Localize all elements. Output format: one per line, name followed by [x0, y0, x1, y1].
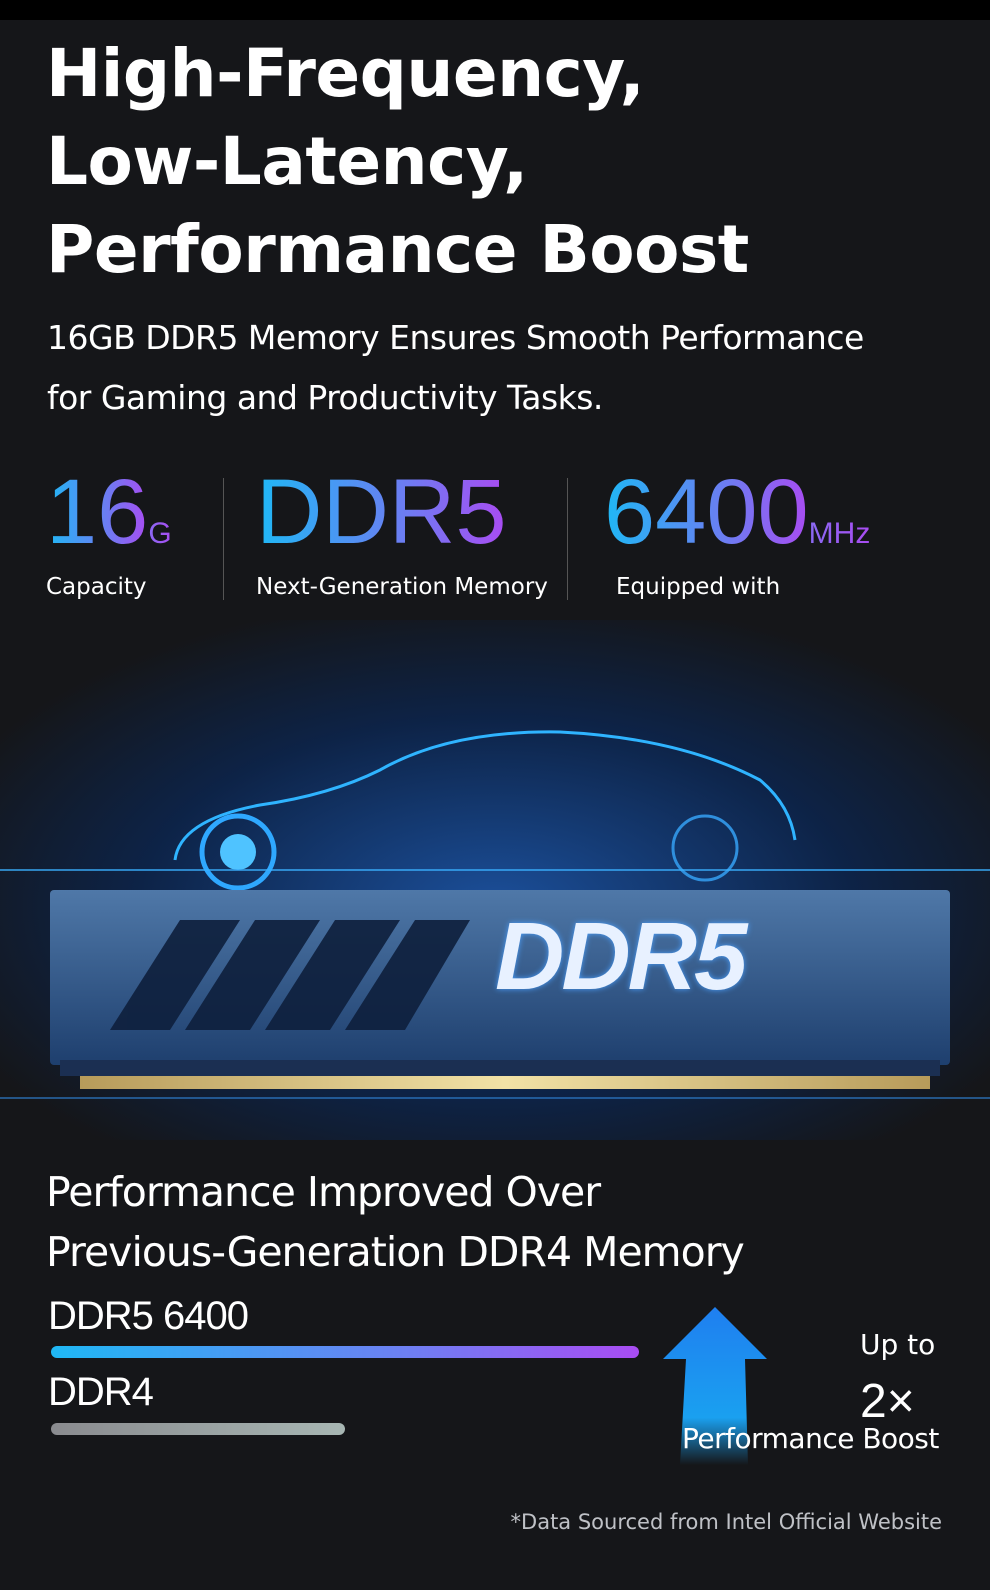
divider	[223, 478, 224, 600]
spec-unit: MHz	[808, 517, 871, 550]
spec-generation: DDR5 Next-Generation Memory	[256, 462, 548, 600]
spec-value: 16	[46, 461, 149, 563]
comparison-title: Performance Improved Over Previous-Gener…	[46, 1162, 745, 1282]
car-outline	[173, 730, 797, 861]
spec-label: Equipped with	[616, 574, 781, 600]
top-bar	[0, 0, 990, 20]
footnote: *Data Sourced from Intel Official Websit…	[510, 1510, 942, 1534]
comparison-title-line-2: Previous-Generation DDR4 Memory	[46, 1228, 745, 1276]
headline-line-1: High-Frequency,	[46, 35, 645, 112]
module-label: DDR5	[495, 903, 747, 1010]
headline: High-Frequency, Low-Latency, Performance…	[46, 30, 749, 294]
subtitle-line-1: 16GB DDR5 Memory Ensures Smooth Performa…	[47, 318, 864, 357]
divider	[567, 478, 568, 600]
bar-label-ddr5: DDR5 6400	[48, 1294, 249, 1338]
spec-frequency: 6400MHz Equipped with	[604, 462, 870, 600]
subtitle-line-2: for Gaming and Productivity Tasks.	[47, 378, 603, 417]
headline-line-3: Performance Boost	[46, 211, 749, 288]
subtitle: 16GB DDR5 Memory Ensures Smooth Performa…	[47, 308, 987, 428]
spec-value: 6400	[604, 461, 809, 563]
boost-label: Performance Boost	[682, 1422, 939, 1455]
spec-label: Next-Generation Memory	[256, 574, 548, 600]
multiplier: 2×	[860, 1375, 915, 1428]
comparison-title-line-1: Performance Improved Over	[46, 1168, 601, 1216]
bar-label-ddr4: DDR4	[48, 1370, 154, 1414]
up-arrow-icon	[663, 1307, 767, 1465]
spec-value: DDR5	[256, 461, 507, 563]
spec-label: Capacity	[46, 574, 147, 600]
spec-capacity: 16G Capacity	[46, 462, 172, 600]
bar-ddr4	[51, 1423, 345, 1435]
bar-ddr5	[51, 1346, 639, 1358]
up-to-label: Up to	[860, 1328, 936, 1361]
spec-unit: G	[148, 517, 172, 550]
memory-module-illustration: DDR5	[0, 620, 990, 1140]
headline-line-2: Low-Latency,	[46, 123, 528, 200]
